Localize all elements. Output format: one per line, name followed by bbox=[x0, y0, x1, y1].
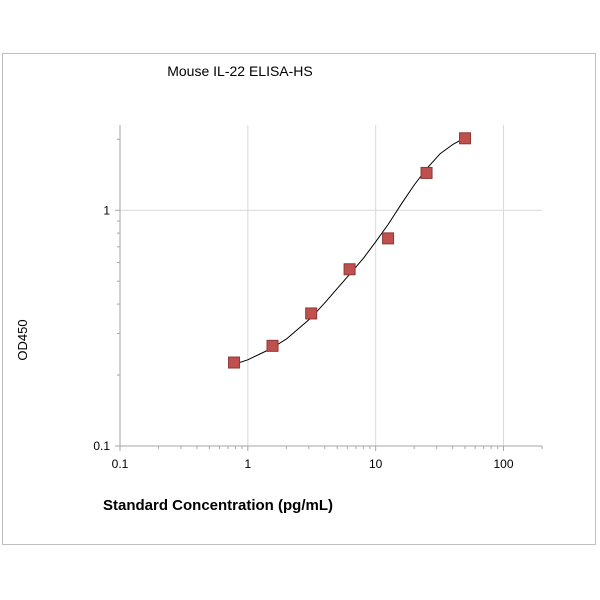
data-point bbox=[420, 166, 433, 179]
data-point bbox=[343, 263, 356, 276]
data-point bbox=[305, 307, 318, 320]
chart-frame bbox=[2, 53, 596, 545]
data-points bbox=[228, 132, 472, 369]
x-tick-label: 10 bbox=[369, 457, 383, 471]
y-tick-label: 0.1 bbox=[93, 439, 110, 453]
data-point bbox=[266, 339, 279, 352]
data-point bbox=[382, 232, 395, 245]
x-tick-label: 1 bbox=[244, 457, 251, 471]
axes bbox=[115, 125, 543, 451]
data-point bbox=[228, 356, 241, 369]
grid-lines bbox=[120, 125, 542, 446]
x-axis-label: Standard Concentration (pg/mL) bbox=[103, 497, 333, 514]
y-tick-label: 1 bbox=[103, 203, 110, 217]
tick-labels: 0.1 1 10 100 0.1 1 bbox=[93, 203, 514, 471]
x-tick-label: 100 bbox=[494, 457, 514, 471]
chart-title: Mouse IL-22 ELISA-HS bbox=[167, 63, 313, 79]
x-tick-label: 0.1 bbox=[112, 457, 129, 471]
y-axis-label: OD450 bbox=[15, 319, 30, 360]
data-point bbox=[459, 132, 472, 145]
